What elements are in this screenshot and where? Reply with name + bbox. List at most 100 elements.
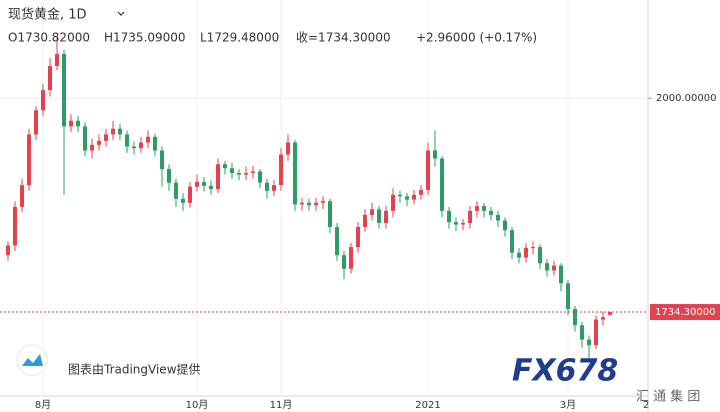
candle-body [188,186,192,203]
candle-body [454,222,458,225]
candle-body [202,181,206,186]
candle-body [363,214,367,227]
candle-body [223,164,227,169]
x-tick-label: 11月 [270,399,293,411]
candle-body [356,226,360,248]
candle-body [62,53,66,127]
candle-body [160,150,164,170]
candle-body [97,140,101,145]
candle-body [132,146,136,149]
last-price-label: 1734.30000 [655,307,715,318]
candle-body [580,325,584,340]
candle-body [335,226,339,256]
candle-body [384,210,388,223]
candle-body [27,134,31,186]
candle-body [545,263,549,271]
candle-body [195,181,199,187]
candle-body [167,169,171,183]
logo-sub: 汇 通 集 团 [636,389,700,405]
candle-body [594,319,598,346]
candle-body [6,245,10,256]
candle-body [125,134,129,147]
candle-body [489,210,493,215]
candle-body [461,222,465,225]
candle-body [538,247,542,264]
candle-body [503,220,507,231]
candle-body [83,126,87,151]
chevron[interactable] [117,11,125,16]
ohlc-value: L1729.48000 [200,31,279,45]
x-edge-label: 2 [643,400,649,411]
candle-body [272,185,276,191]
chart-title[interactable]: 现货黄金, 1D [8,7,87,23]
watermark: 图表由TradingView提供 [68,362,201,377]
candle-body [153,136,157,151]
candle-body [13,206,17,246]
candle-body [118,128,122,135]
candle-body [146,136,150,143]
candle-body [55,53,59,66]
candle-body [181,198,185,203]
candle-body [510,230,514,253]
candle-body [286,142,290,155]
candle-body [321,201,325,203]
candle-body [531,247,535,249]
x-tick-label: 8月 [35,399,51,411]
candle-body [608,312,612,315]
candle-body [174,182,178,199]
candle-body [412,194,416,200]
candle-body [419,189,423,195]
candle-body [349,247,353,269]
candle-body [377,209,381,223]
candle-body [230,168,234,174]
candle-body [76,120,80,127]
candle-body [398,194,402,197]
candle-body [111,128,115,135]
candle-body [573,309,577,326]
candle-body [34,110,38,135]
candle-body [237,173,241,175]
candle-body [279,154,283,186]
candle-body [20,185,24,207]
candle-body [405,196,409,200]
candle-body [216,164,220,190]
candle-body [447,210,451,223]
ohlc-value: 收=1734.30000 [296,31,391,45]
candle-body [391,194,395,211]
candle-body [90,144,94,151]
tv-logo-mark [22,354,43,366]
candle-body [440,158,444,211]
candle-body [293,142,297,205]
candle-body [475,206,479,211]
ohlc-header: O1730.82000 H1735.09000 L1729.48000 收=1734.… [8,31,537,45]
candle-body [433,150,437,159]
candle-body [524,247,528,258]
candle-body [601,317,605,320]
candle-body [300,202,304,205]
candle-body [552,265,556,271]
candle-body [328,201,332,227]
logo: FX678 [512,354,618,389]
candle-body [559,265,563,284]
candle-body [307,202,311,206]
candle-body [468,210,472,223]
x-tick-label: 2021 [415,400,440,411]
candle-body [587,339,591,346]
candle-body [482,206,486,211]
candle-body [251,171,255,174]
candle-body [209,185,213,190]
ohlc-value: H1735.09000 [104,31,186,45]
candle-body [342,255,346,269]
candle-body [496,214,500,221]
candle-body [104,134,108,141]
last-price-tag [650,304,720,321]
candle-body [566,283,570,310]
x-tick-label: 10月 [186,399,209,411]
candle-body [244,173,248,175]
candle-body [517,252,521,258]
tv-logo [16,344,48,376]
plot [0,0,648,396]
ohlc-value: O1730.82000 [8,31,90,45]
